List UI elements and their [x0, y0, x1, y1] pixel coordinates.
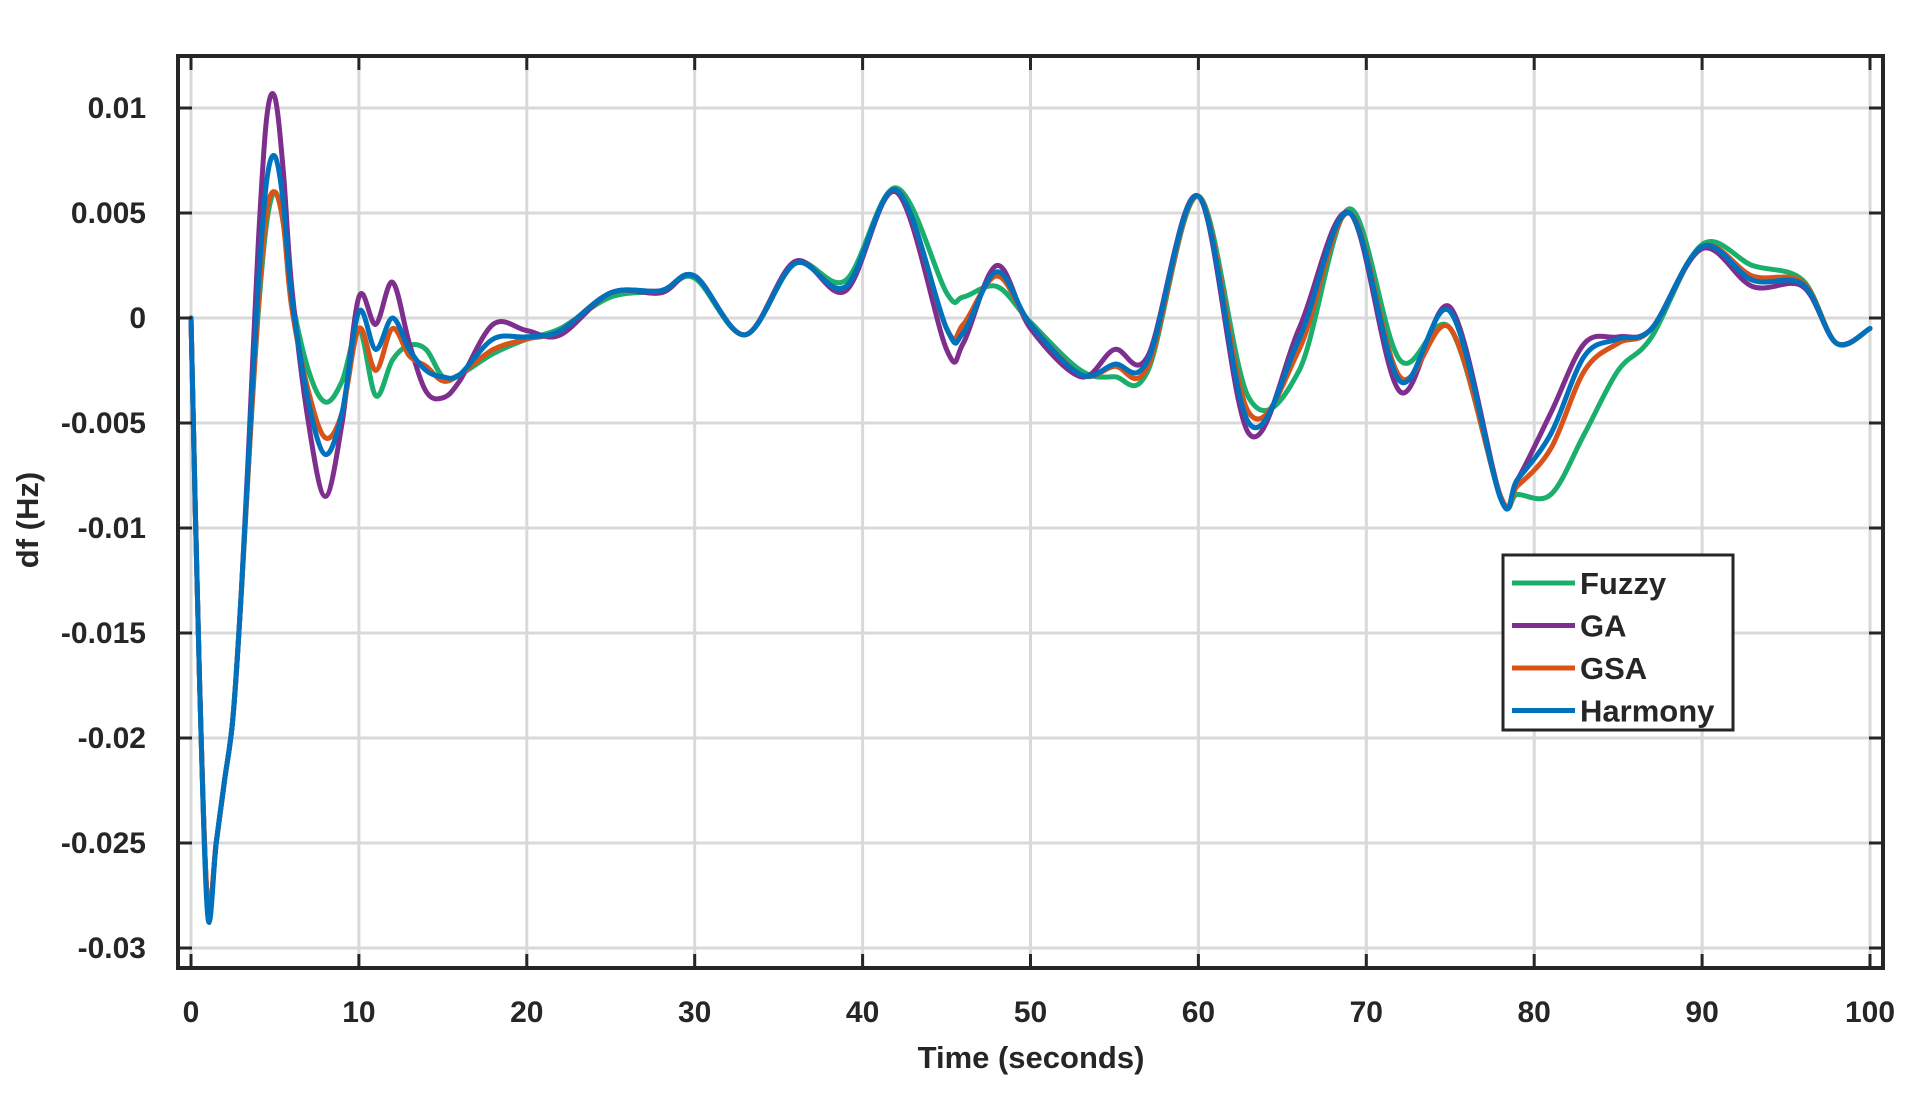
y-tick-label: 0	[129, 302, 146, 335]
y-axis-label: df (Hz)	[10, 472, 45, 568]
y-tick-label: 0.01	[88, 92, 146, 125]
series-lines	[188, 91, 1873, 925]
series-line-harmony	[188, 152, 1873, 925]
y-tick-label: -0.03	[78, 932, 146, 965]
y-tick-label: 0.005	[71, 197, 146, 230]
grid-lines	[178, 56, 1883, 968]
x-tick-label: 40	[846, 996, 879, 1029]
y-tick-label: -0.005	[61, 407, 146, 440]
y-tick-label: -0.015	[61, 617, 146, 650]
x-tick-label: 30	[678, 996, 711, 1029]
y-tick-label: -0.025	[61, 827, 146, 860]
x-tick-label: 60	[1182, 996, 1215, 1029]
x-tick-label: 0	[183, 996, 200, 1029]
legend-label-fuzzy: Fuzzy	[1580, 566, 1667, 601]
legend-label-ga: GA	[1580, 609, 1627, 644]
legend: Fuzzy GA GSA Harmony	[1501, 553, 1735, 732]
legend-label-harmony: Harmony	[1580, 694, 1715, 729]
x-tick-label: 100	[1845, 996, 1895, 1029]
x-tick-label: 20	[510, 996, 543, 1029]
x-axis-tick-labels: 0 10 20 30 40 50 60 70 80 90 100	[183, 996, 1895, 1029]
x-tick-label: 80	[1518, 996, 1551, 1029]
x-tick-label: 50	[1014, 996, 1047, 1029]
x-tick-label: 10	[342, 996, 375, 1029]
x-tick-label: 90	[1685, 996, 1718, 1029]
x-tick-label: 70	[1350, 996, 1383, 1029]
y-tick-label: -0.01	[78, 512, 146, 545]
x-axis-label: Time (seconds)	[918, 1040, 1145, 1075]
legend-label-gsa: GSA	[1580, 651, 1647, 686]
y-tick-label: -0.02	[78, 722, 146, 755]
y-axis-tick-labels: 0.01 0.005 0 -0.005 -0.01 -0.015 -0.02 -0.025 -0…	[61, 92, 146, 965]
axis-ticks	[178, 56, 1883, 968]
